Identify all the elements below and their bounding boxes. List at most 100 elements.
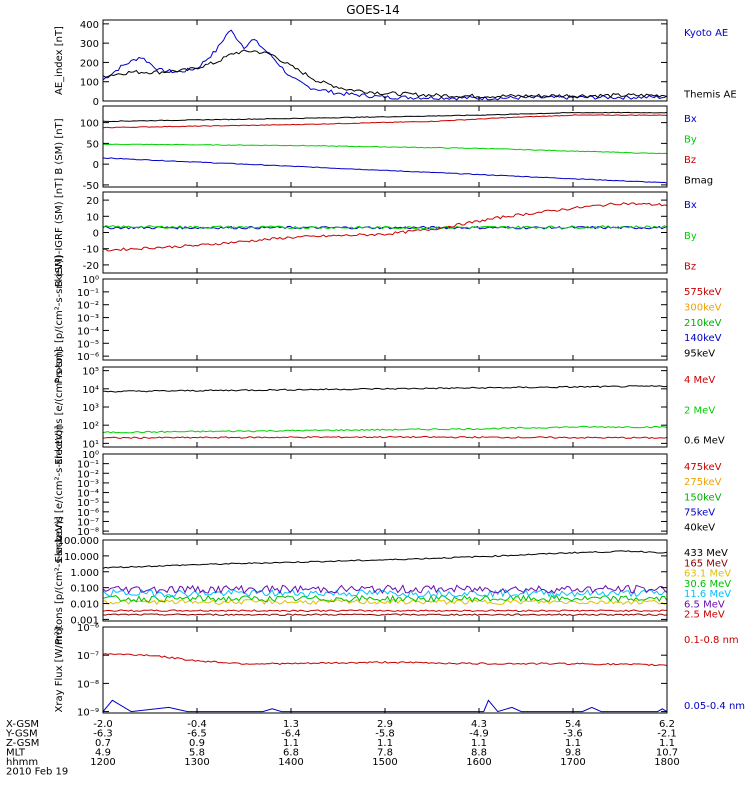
legend-3-2: By <box>684 231 697 242</box>
ephem-value-6-5: 1700 <box>560 757 585 768</box>
series-line-1-1 <box>102 29 668 101</box>
ephem-date: 2010 Feb 19 <box>6 767 68 778</box>
legend-2-1: Bx <box>684 114 697 125</box>
ytick-label-6-1: 10⁰ <box>82 450 99 461</box>
ytick-label-1-1: 0 <box>93 97 99 108</box>
legend-5-2: 2 MeV <box>684 405 715 416</box>
ephem-value-4-4: 7.8 <box>377 748 393 759</box>
ephem-value-6-1: 5.4 <box>565 719 581 730</box>
ytick-label-4-7: 10⁻⁶ <box>77 352 99 363</box>
ytick-label-7-3: 1.000 <box>70 568 99 579</box>
ephem-value-7-1: 6.2 <box>659 719 675 730</box>
legend-7-5: 11.6 MeV <box>684 589 731 600</box>
series-line-3-3 <box>102 202 668 252</box>
ytick-label-1-4: 300 <box>80 39 99 50</box>
ephem-label-1: X-GSM <box>6 719 39 730</box>
series-line-2-2 <box>102 143 668 155</box>
ytick-label-6-2: 10⁻¹ <box>77 460 99 471</box>
ephem-value-7-3: 1.1 <box>659 738 675 749</box>
ytick-label-8-3: 10⁻⁸ <box>77 679 99 690</box>
legend-5-1: 4 MeV <box>684 375 715 386</box>
ytick-label-6-6: 10⁻⁵ <box>77 498 99 509</box>
ytick-label-7-4: 0.100 <box>70 584 99 595</box>
series-line-7-6 <box>102 584 668 595</box>
ytick-label-5-2: 10⁴ <box>82 385 99 396</box>
ytick-label-6-7: 10⁻⁶ <box>77 508 99 519</box>
ytick-label-8-2: 10⁻⁷ <box>77 651 99 662</box>
ephem-value-5-4: 8.8 <box>471 748 487 759</box>
ytick-label-4-4: 10⁻³ <box>77 314 99 325</box>
ytick-label-8-1: 10⁻⁶ <box>77 623 99 634</box>
ytick-label-3-2: -10 <box>83 245 99 256</box>
ytick-label-7-5: 0.010 <box>70 600 99 611</box>
ytick-label-1-2: 100 <box>80 78 99 89</box>
ephem-value-3-2: -6.4 <box>281 729 301 740</box>
panel-frame-8 <box>102 626 668 714</box>
legend-8-2: 0.05-0.4 nm <box>684 701 745 712</box>
ytick-label-5-4: 10² <box>82 421 99 432</box>
ytick-label-4-5: 10⁻⁴ <box>77 326 99 337</box>
ephem-value-3-1: 1.3 <box>283 719 299 730</box>
legend-3-3: Bz <box>684 262 696 273</box>
ephem-value-1-5: 1200 <box>90 757 115 768</box>
ephem-label-5: hhmm <box>6 757 38 768</box>
ytick-label-2-3: 50 <box>86 139 99 150</box>
legend-8-1: 0.1-0.8 nm <box>684 635 739 646</box>
legend-3-1: Bx <box>684 200 697 211</box>
ephem-value-5-2: -4.9 <box>469 729 489 740</box>
ytick-label-3-3: 0 <box>93 229 99 240</box>
panel-frame-3 <box>102 191 668 274</box>
legend-5-3: 0.6 MeV <box>684 436 725 447</box>
legend-4-1: 575keV <box>684 287 722 298</box>
ytick-label-4-3: 10⁻² <box>77 301 99 312</box>
legend-7-4: 30.6 MeV <box>684 579 731 590</box>
ephem-value-7-2: -2.1 <box>657 729 677 740</box>
panel-5: 10⁵ 10⁴ 10³ 10² 10¹ Electrons [e/(cm²-s-sr)] 4… <box>54 349 725 465</box>
ylabel-7: Protons [p/(cm²-s-sr-keV)] <box>54 516 65 644</box>
series-line-5-1 <box>102 435 668 440</box>
series-line-7-7 <box>102 609 668 613</box>
series-line-5-2 <box>102 425 668 434</box>
legend-7-7: 2.5 MeV <box>684 610 725 621</box>
series-line-2-4 <box>102 111 668 123</box>
ephem-value-7-4: 10.7 <box>656 748 678 759</box>
legend-4-2: 300keV <box>684 302 722 313</box>
legend-1-1: Kyoto AE <box>684 28 728 39</box>
ytick-label-4-1: 10⁰ <box>82 275 99 286</box>
ytick-label-6-3: 10⁻² <box>77 469 99 480</box>
legend-2-4: Bmag <box>684 176 713 187</box>
panel-frame-6 <box>102 453 668 535</box>
ephem-label-3: Z-GSM <box>6 738 39 749</box>
series-line-1-2 <box>102 49 668 99</box>
ephem-value-2-3: 0.9 <box>189 738 205 749</box>
ephem-value-4-1: 2.9 <box>377 719 393 730</box>
ytick-label-4-2: 10⁻¹ <box>77 288 99 299</box>
panel-2: -50 0 50 100 B (SM) [nT] Bx By Bz Bmag <box>54 105 713 192</box>
series-line-8-1 <box>102 653 668 667</box>
ephem-value-7-5: 1800 <box>654 757 679 768</box>
ytick-label-6-5: 10⁻⁴ <box>77 489 99 500</box>
series-line-7-3 <box>102 598 668 606</box>
legend-6-1: 475keV <box>684 462 722 473</box>
ytick-label-6-4: 10⁻³ <box>77 479 99 490</box>
ephem-value-5-3: 1.1 <box>471 738 487 749</box>
ylabel-5: Electrons [e/(cm²-s-sr)] <box>54 349 65 465</box>
legend-6-5: 40keV <box>684 523 715 534</box>
panel-4: 10⁰ 10⁻¹ 10⁻² 10⁻³10⁻⁴ 10⁻⁵ 10⁻⁶ Protons [p/(c… <box>54 255 722 383</box>
figure-title: GOES-14 <box>346 3 400 17</box>
legend-7-2: 165 MeV <box>684 558 728 569</box>
ylabel-8: Xray Flux [W/m²] <box>54 627 65 712</box>
series-line-7-2 <box>102 613 668 616</box>
ylabel-1: AE_index [nT] <box>54 26 65 95</box>
ephem-value-2-4: 5.8 <box>189 748 205 759</box>
series-line-7-4 <box>102 594 668 603</box>
ephem-value-3-3: 1.1 <box>283 738 299 749</box>
legend-4-4: 140keV <box>684 333 722 344</box>
ephem-value-3-4: 6.8 <box>283 748 299 759</box>
series-line-8-2 <box>102 699 668 713</box>
legend-6-2: 275keV <box>684 477 722 488</box>
legend-6-3: 150keV <box>684 492 722 503</box>
